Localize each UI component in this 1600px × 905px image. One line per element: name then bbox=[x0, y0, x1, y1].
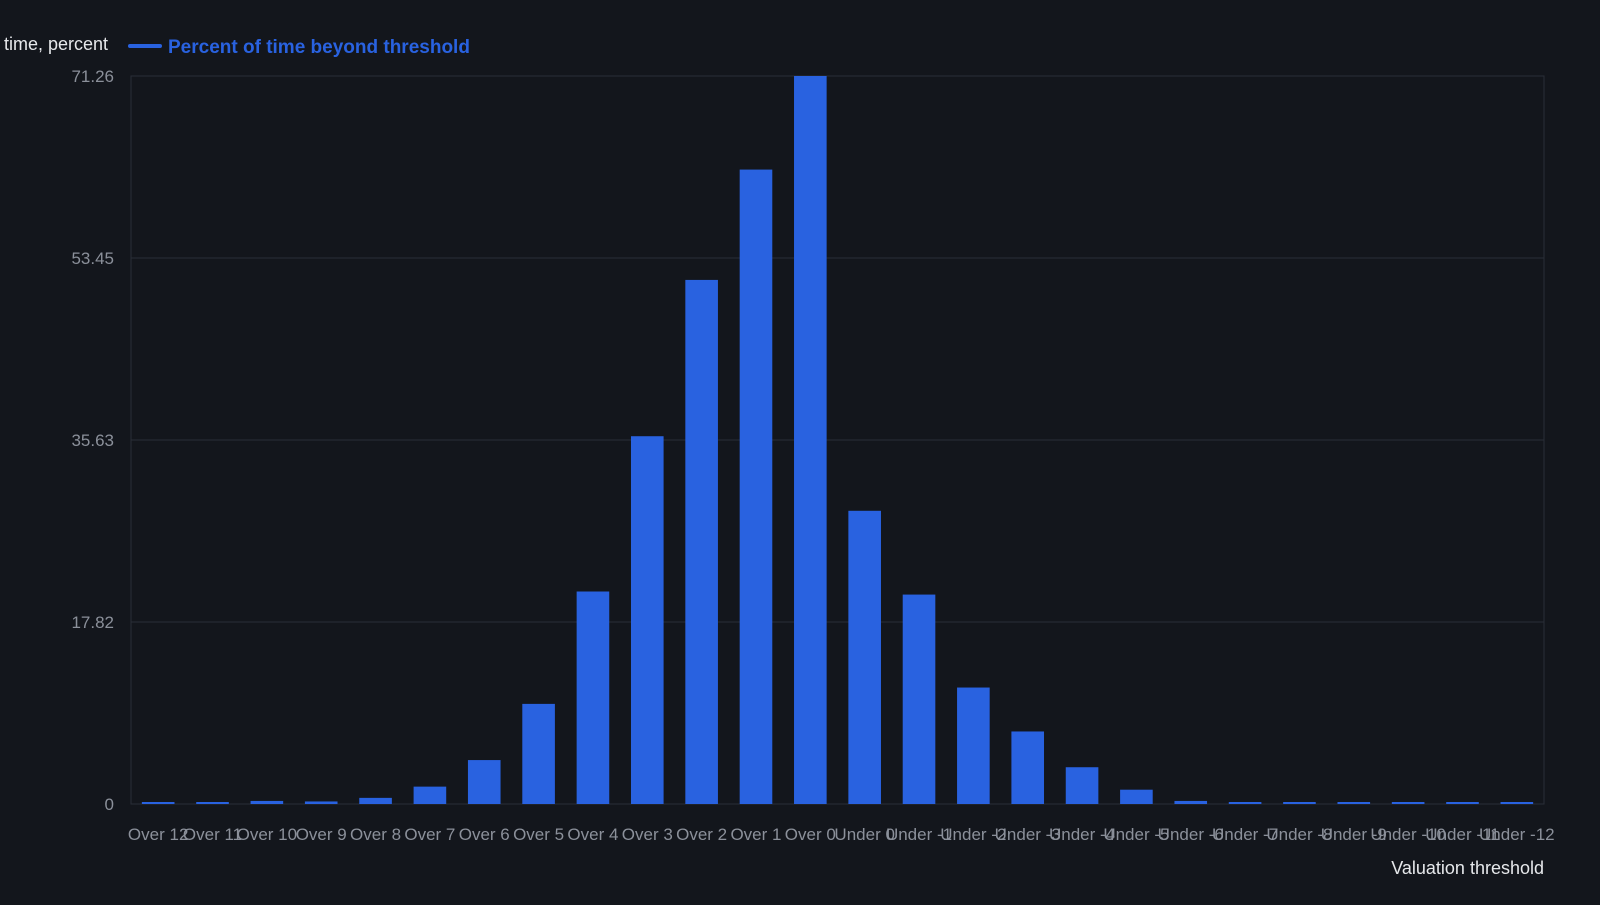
bar-series bbox=[141, 76, 1534, 804]
bar[interactable] bbox=[304, 801, 338, 804]
bar[interactable] bbox=[196, 802, 229, 804]
bar[interactable] bbox=[794, 76, 827, 804]
bar[interactable] bbox=[1228, 802, 1262, 804]
x-tick-label: Over 3 bbox=[622, 825, 673, 844]
bar[interactable] bbox=[250, 800, 284, 804]
bar[interactable] bbox=[630, 436, 664, 804]
bar[interactable] bbox=[1174, 800, 1208, 804]
x-axis-label: Valuation threshold bbox=[1391, 858, 1544, 878]
bar[interactable] bbox=[413, 786, 447, 804]
x-tick-label: Over 0 bbox=[785, 825, 836, 844]
bar[interactable] bbox=[848, 510, 881, 804]
x-tick-label: Under -3 bbox=[995, 825, 1061, 844]
y-tick-label: 35.63 bbox=[71, 431, 114, 450]
bar[interactable] bbox=[576, 591, 610, 804]
x-tick-label: Under -10 bbox=[1370, 825, 1446, 844]
y-tick-label: 71.26 bbox=[71, 67, 114, 86]
bar[interactable] bbox=[1011, 731, 1045, 804]
grid-lines bbox=[131, 257, 1544, 623]
x-tick-label: Under -12 bbox=[1479, 825, 1555, 844]
bar[interactable] bbox=[359, 797, 392, 804]
y-axis-label: time, percent bbox=[4, 34, 108, 54]
x-tick-label: Over 12 bbox=[128, 825, 188, 844]
bar[interactable] bbox=[685, 279, 718, 804]
y-tick-label: 17.82 bbox=[71, 613, 114, 632]
bar[interactable] bbox=[1391, 802, 1425, 804]
x-tick-label: Over 11 bbox=[183, 825, 242, 844]
bar[interactable] bbox=[1120, 789, 1153, 804]
x-tick-label: Under -2 bbox=[940, 825, 1006, 844]
x-tick-label: Over 8 bbox=[350, 825, 401, 844]
x-tick-label: Under -6 bbox=[1158, 825, 1224, 844]
bar[interactable] bbox=[522, 703, 555, 804]
bar[interactable] bbox=[467, 760, 501, 804]
x-tick-label: Over 10 bbox=[237, 825, 297, 844]
x-tick-label: Under -1 bbox=[886, 825, 952, 844]
bar[interactable] bbox=[1065, 767, 1099, 804]
x-tick-label: Under -11 bbox=[1425, 825, 1499, 844]
x-tick-label: Over 5 bbox=[513, 825, 564, 844]
x-tick-label: Over 9 bbox=[296, 825, 347, 844]
x-tick-label: Over 6 bbox=[459, 825, 510, 844]
bar[interactable] bbox=[141, 802, 175, 804]
bar[interactable] bbox=[739, 169, 773, 804]
bar[interactable] bbox=[957, 687, 990, 804]
bar[interactable] bbox=[1337, 802, 1371, 804]
x-tick-label: Over 7 bbox=[404, 825, 455, 844]
x-tick-label: Under -5 bbox=[1103, 825, 1169, 844]
x-tick-label: Over 4 bbox=[567, 825, 618, 844]
bar[interactable] bbox=[902, 594, 936, 804]
y-tick-label: 53.45 bbox=[71, 249, 114, 268]
x-tick-label: Under -9 bbox=[1321, 825, 1387, 844]
x-tick-label: Over 2 bbox=[676, 825, 727, 844]
x-tick-label: Over 1 bbox=[730, 825, 781, 844]
bar[interactable] bbox=[1283, 802, 1316, 804]
legend-label[interactable]: Percent of time beyond threshold bbox=[168, 37, 470, 58]
bar[interactable] bbox=[1500, 802, 1534, 804]
x-tick-label: Under -7 bbox=[1212, 825, 1278, 844]
bar[interactable] bbox=[1446, 802, 1479, 804]
y-tick-label: 0 bbox=[105, 795, 114, 814]
x-tick-label: Under 0 bbox=[834, 825, 894, 844]
x-tick-label: Under -4 bbox=[1049, 825, 1115, 844]
y-axis-ticks: 0 17.82 35.63 53.45 71.26 bbox=[71, 67, 114, 814]
x-tick-label: Under -8 bbox=[1266, 825, 1332, 844]
